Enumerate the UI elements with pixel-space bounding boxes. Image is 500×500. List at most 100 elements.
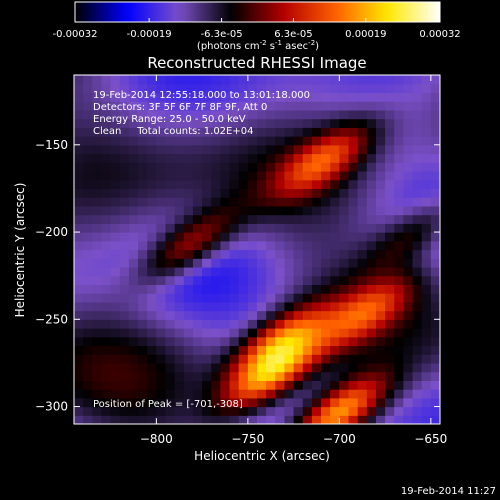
heatmap-cell [74,415,84,424]
heatmap-cell [165,144,176,155]
heatmap-cell [147,240,157,251]
heatmap-cell [412,197,423,207]
heatmap-cell [385,144,395,155]
heatmap-cell [202,223,212,233]
heatmap-cell [229,240,240,251]
heatmap-cell [394,197,404,207]
heatmap-cell [257,354,267,364]
heatmap-cell [128,144,139,155]
heatmap-cell [275,75,286,85]
heatmap-cell [375,345,386,355]
heatmap-cell [275,293,286,303]
heatmap-cell [165,336,176,347]
heatmap-cell [302,328,313,338]
heatmap-cell [394,101,404,111]
heatmap-cell [394,354,404,364]
heatmap-cell [192,153,203,163]
heatmap-cell [257,336,267,347]
heatmap-cell [284,345,295,355]
heatmap-cell [284,75,295,85]
heatmap-cell [229,319,240,329]
heatmap-cell [183,223,194,233]
heatmap-cell [403,197,414,207]
heatmap-cell [330,354,340,364]
heatmap-cell [156,162,167,172]
heatmap-cell [128,319,139,329]
heatmap-cell [302,214,313,224]
heatmap-cell [266,336,276,347]
heatmap-cell [275,397,286,408]
heatmap-cell [375,319,386,329]
heatmap-cell [375,310,386,320]
heatmap-cell [174,127,185,137]
heatmap-cell [238,153,249,163]
heatmap-cell [119,179,130,190]
heatmap-cell [110,170,121,181]
heatmap-cell [357,301,368,312]
heatmap-cell [284,328,295,338]
heatmap-cell [128,92,139,102]
heatmap-cell [110,144,121,155]
heatmap-cell [412,266,423,277]
heatmap-cell [412,406,423,416]
heatmap-cell [394,380,404,390]
heatmap-cell [119,197,130,207]
heatmap-cell [321,258,331,268]
heatmap-cell [348,223,359,233]
heatmap-cell [302,92,313,102]
heatmap-cell [220,109,231,120]
heatmap-cell [321,153,331,163]
heatmap-cell [330,301,340,312]
heatmap-cell [302,144,313,155]
heatmap-cell [430,144,440,155]
heatmap-cell [284,249,295,259]
heatmap-cell [183,232,194,242]
heatmap-cell [128,170,139,181]
heatmap-cell [284,179,295,190]
heatmap-cell [339,136,350,146]
heatmap-cell [339,258,350,268]
heatmap-cell [293,371,304,381]
heatmap-cell [156,284,167,294]
heatmap-cell [138,275,148,285]
heatmap-cell [430,354,440,364]
axis-ticks: −800 −750 −700 −650−150−200−250−300 [35,75,447,446]
heatmap-cell [357,345,368,355]
heatmap-cell [357,362,368,373]
heatmap-cell [421,92,432,102]
heatmap-cell [394,92,404,102]
heatmap-cell [211,240,221,251]
heatmap-cell [183,92,194,102]
heatmap-cell [375,144,386,155]
heatmap-cell [357,293,368,303]
heatmap-cell [211,362,221,373]
y-axis-label: Heliocentric Y (arcsec) [13,183,27,318]
heatmap-cell [430,127,440,137]
heatmap-cell [321,397,331,408]
heatmap-cell [421,127,432,137]
heatmap-cell [348,389,359,399]
heatmap-cell [266,101,276,111]
heatmap-cell [394,214,404,224]
heatmap-cell [412,328,423,338]
heatmap-cell [83,232,93,242]
heatmap-cell [110,249,121,259]
heatmap-cell [165,205,176,216]
heatmap-cell [430,232,440,242]
heatmap-cell [83,83,93,94]
heatmap-cell [284,83,295,94]
heatmap-cell [375,354,386,364]
heatmap-cell [385,118,395,128]
heatmap-cell [202,101,212,111]
heatmap-cell [257,310,267,320]
heatmap-cell [229,266,240,277]
heatmap-cell [83,406,93,416]
heatmap-cell [375,406,386,416]
heatmap-cell [403,406,414,416]
heatmap-cell [421,415,432,424]
heatmap-cell [229,284,240,294]
heatmap-cell [247,397,258,408]
heatmap-cell [147,275,157,285]
heatmap-cell [74,319,84,329]
heatmap-cell [183,83,194,94]
